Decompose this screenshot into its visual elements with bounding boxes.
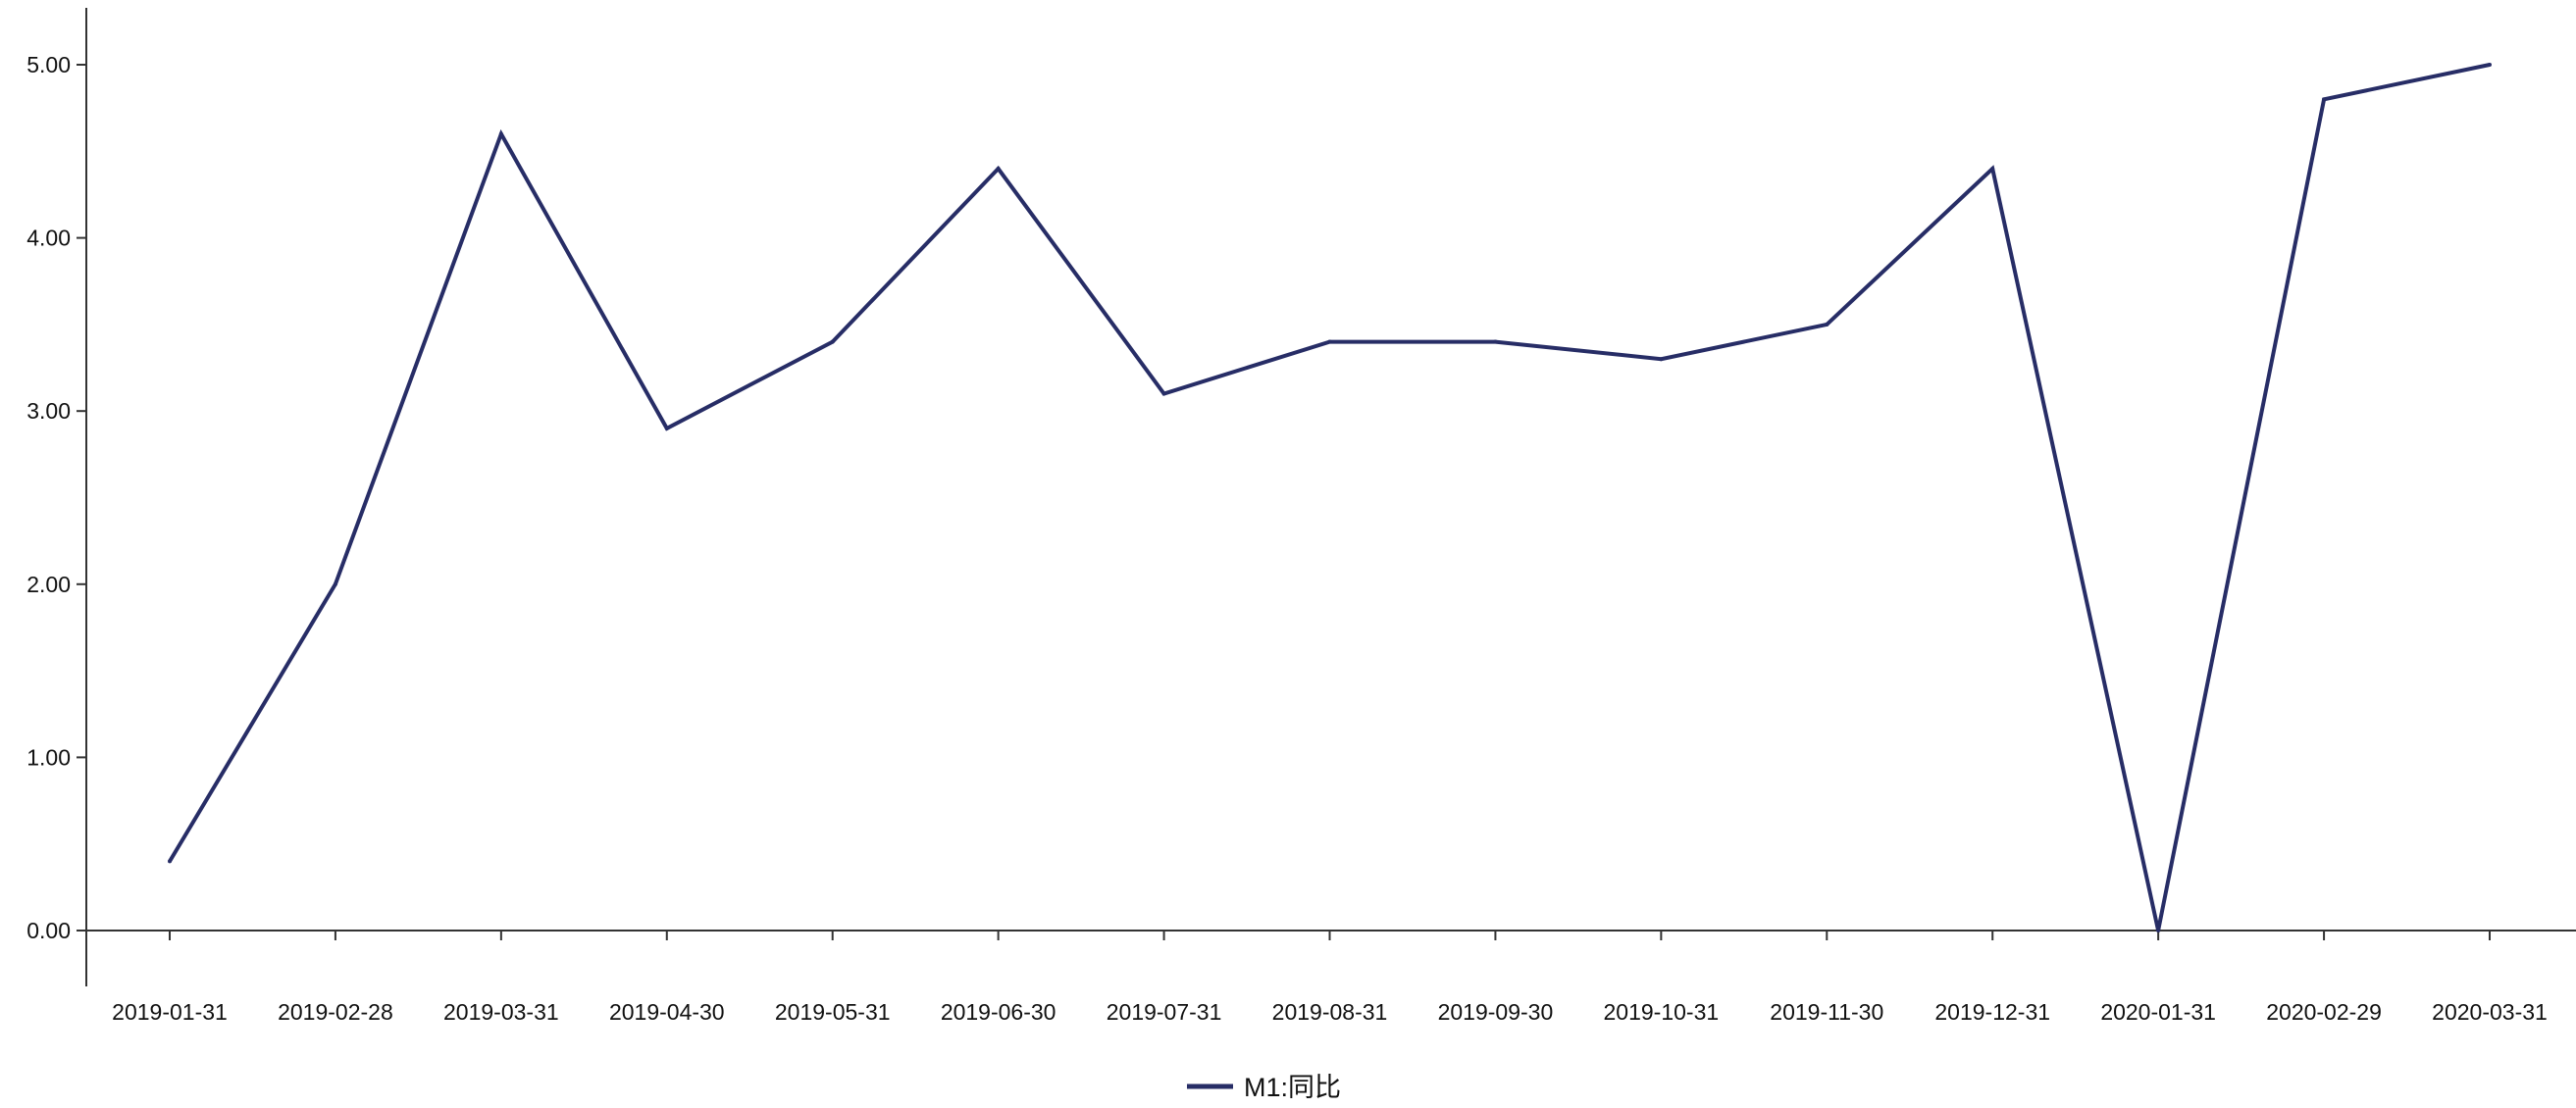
data-point bbox=[1990, 166, 1995, 171]
series-line bbox=[168, 63, 2491, 932]
y-tick-label: 4.00 bbox=[26, 226, 71, 251]
data-point bbox=[1825, 322, 1829, 327]
data-point bbox=[1327, 339, 1332, 344]
series-layer bbox=[168, 63, 2492, 932]
data-point bbox=[333, 581, 337, 586]
x-tick-label: 2019-05-31 bbox=[775, 999, 891, 1025]
x-tick-label: 2019-04-30 bbox=[609, 999, 725, 1025]
y-tick-label: 3.00 bbox=[26, 398, 71, 424]
x-tick-label: 2019-10-31 bbox=[1604, 999, 1720, 1025]
data-point bbox=[2156, 929, 2161, 932]
data-point bbox=[2322, 97, 2327, 102]
data-point bbox=[498, 131, 503, 136]
y-tick-label: 2.00 bbox=[26, 572, 71, 597]
data-point bbox=[168, 859, 172, 864]
x-tick-label: 2019-09-30 bbox=[1438, 999, 1554, 1025]
data-point bbox=[1161, 391, 1166, 396]
y-tick-label: 5.00 bbox=[26, 52, 71, 77]
x-tick-label: 2019-12-31 bbox=[1934, 999, 2050, 1025]
data-point bbox=[664, 426, 669, 430]
x-tick-label: 2019-06-30 bbox=[941, 999, 1056, 1025]
x-tick-label: 2020-03-31 bbox=[2432, 999, 2548, 1025]
data-point bbox=[1493, 339, 1498, 344]
data-point bbox=[996, 166, 1001, 171]
legend-label: M1:同比 bbox=[1244, 1073, 1341, 1102]
data-point bbox=[2488, 63, 2492, 67]
x-tick-label: 2019-08-31 bbox=[1272, 999, 1388, 1025]
y-tick-label: 1.00 bbox=[26, 744, 71, 770]
y-axis: 0.00 1.00 2.00 3.00 4.00 5.00 bbox=[26, 8, 87, 986]
x-tick-label: 2019-11-30 bbox=[1770, 999, 1883, 1025]
x-tick-label: 2020-02-29 bbox=[2266, 999, 2382, 1025]
legend: M1:同比 bbox=[1187, 1073, 1341, 1102]
x-axis: 2019-01-31 2019-02-28 2019-03-31 2019-04-30… bbox=[86, 930, 2576, 1025]
x-tick-label: 2020-01-31 bbox=[2100, 999, 2216, 1025]
x-tick-label: 2019-01-31 bbox=[112, 999, 228, 1025]
x-tick-label: 2019-02-28 bbox=[278, 999, 393, 1025]
data-point bbox=[1659, 357, 1664, 362]
x-tick-label: 2019-07-31 bbox=[1107, 999, 1222, 1025]
x-tick-label: 2019-03-31 bbox=[443, 999, 559, 1025]
y-tick-label: 0.00 bbox=[26, 918, 71, 943]
data-point bbox=[830, 339, 835, 344]
